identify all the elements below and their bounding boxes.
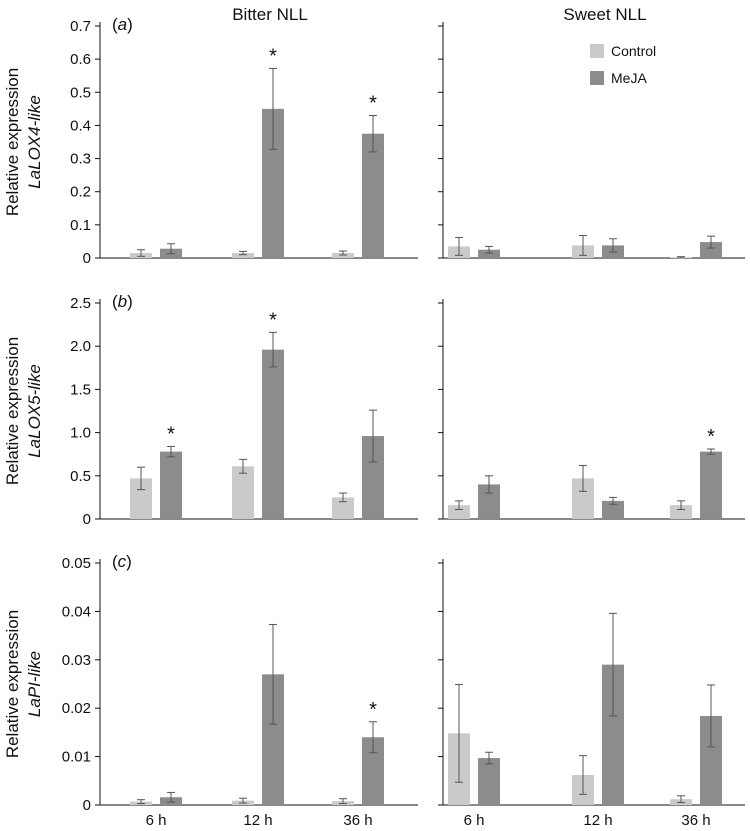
- y-tick-label: 0.1: [70, 217, 91, 234]
- y-tick-label: 0.4: [70, 117, 91, 134]
- y-tick-label: 0.03: [62, 652, 91, 669]
- bar-meja-36h: [700, 715, 722, 805]
- bar-meja-36h: [362, 737, 384, 805]
- y-tick-label: 0.5: [70, 84, 91, 101]
- significance-star: *: [707, 426, 715, 448]
- y-axis-label-line2: LaLOX5-like: [25, 364, 44, 458]
- bar-control-12h: [232, 253, 254, 258]
- bar-meja-12h: [602, 500, 624, 519]
- x-tick-label: 12 h: [583, 812, 612, 829]
- significance-star: *: [269, 45, 277, 67]
- subplot-0-0: 0 0.1 0.2 0.3 0.4 0.5 0.6 0.7 * *: [70, 18, 418, 267]
- bar-meja-36h: [362, 133, 384, 258]
- panel-1: Relative expression LaLOX5-like (b) 0 0.5 1.0…: [3, 292, 745, 528]
- bar-meja-12h: [602, 664, 624, 805]
- subplot-1-0: 0 0.5 1.0 1.5 2.0 2.5 * *: [70, 295, 418, 528]
- bar-meja-12h: [262, 108, 284, 258]
- bar-control-12h: [572, 478, 594, 519]
- y-axis-label-line1: Relative expression: [3, 68, 22, 216]
- bar-meja-6h: [478, 249, 500, 258]
- plots-layer: Relative expression LaLOX4-like(a)00.10.2…: [3, 15, 745, 829]
- legend: Control MeJA: [590, 43, 656, 86]
- bar-meja-6h: [160, 451, 182, 519]
- bar-meja-6h: [478, 484, 500, 519]
- y-tick-label: 2.0: [70, 338, 91, 355]
- y-axis-label-line2: LaPI-like: [25, 651, 44, 717]
- bar-control-36h: [670, 505, 692, 519]
- x-tick-label: 36 h: [681, 812, 710, 829]
- subplot-2-0: 0 0.01 0.02 0.03 0.04 0.05 6 h 12 h * 36 h: [62, 555, 418, 829]
- y-tick-label: 0.04: [62, 603, 91, 620]
- legend-swatch-meja: [590, 71, 604, 85]
- y-tick-label: 0.3: [70, 151, 91, 168]
- panel-0: Relative expression LaLOX4-like (a) 0 0.1 0.2…: [3, 15, 745, 267]
- y-axis-label-line1: Relative expression: [3, 610, 22, 758]
- subplot-1-1: *: [438, 299, 745, 520]
- legend-label-meja: MeJA: [611, 70, 647, 86]
- bar-meja-36h: [700, 242, 722, 258]
- x-tick-label: 36 h: [343, 812, 372, 829]
- y-tick-label: 0.5: [70, 468, 91, 485]
- subplot-2-1: 6 h 12 h 36 h: [438, 559, 745, 829]
- y-tick-label: 0: [83, 797, 91, 814]
- y-tick-label: 0: [83, 511, 91, 528]
- y-axis-label-line2: LaLOX4-like: [25, 95, 44, 189]
- x-tick-label: 6 h: [146, 812, 167, 829]
- y-tick-label: 1.0: [70, 425, 91, 442]
- legend-label-control: Control: [611, 43, 656, 59]
- bar-control-12h: [232, 466, 254, 519]
- y-axis-label-line1: Relative expression: [3, 337, 22, 485]
- significance-star: *: [269, 309, 277, 331]
- subplot-0-1: Control MeJA: [438, 22, 745, 259]
- y-tick-label: 0.05: [62, 555, 91, 572]
- x-tick-label: 12 h: [243, 812, 272, 829]
- bar-control-36h: [332, 497, 354, 519]
- column-title-sweet: Sweet NLL: [563, 5, 646, 24]
- y-tick-label: 0.6: [70, 51, 91, 68]
- y-tick-label: 0.01: [62, 749, 91, 766]
- y-tick-label: 1.5: [70, 381, 91, 398]
- bar-meja-12h: [262, 349, 284, 519]
- panel-2: Relative expression LaPI-like (c) 0 0.01 0.02…: [3, 552, 745, 829]
- bar-control-6h: [130, 478, 152, 519]
- panel-label: (c): [112, 552, 132, 571]
- bar-meja-12h: [262, 674, 284, 805]
- column-title-bitter: Bitter NLL: [232, 5, 308, 24]
- legend-swatch-control: [590, 44, 604, 58]
- panel-label: (b): [112, 292, 133, 311]
- significance-star: *: [369, 699, 377, 721]
- bar-meja-36h: [362, 436, 384, 519]
- y-tick-label: 0: [83, 250, 91, 267]
- bar-meja-36h: [700, 451, 722, 519]
- bar-control-6h: [448, 505, 470, 519]
- bar-meja-6h: [478, 758, 500, 805]
- y-tick-label: 0.2: [70, 184, 91, 201]
- y-tick-label: 0.7: [70, 18, 91, 35]
- y-tick-label: 0.02: [62, 700, 91, 717]
- panel-label: (a): [112, 15, 133, 34]
- x-tick-label: 6 h: [464, 812, 485, 829]
- significance-star: *: [369, 92, 377, 114]
- significance-star: *: [167, 423, 175, 445]
- y-tick-label: 2.5: [70, 295, 91, 312]
